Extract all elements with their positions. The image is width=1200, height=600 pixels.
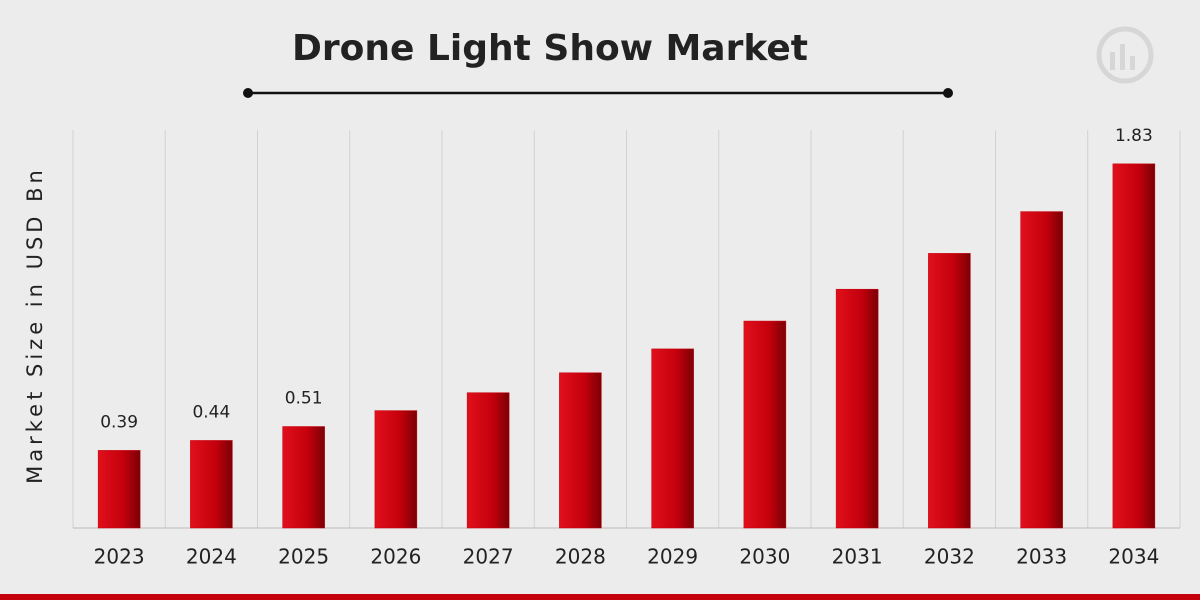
- bar: [835, 288, 879, 529]
- footer-bar: [0, 594, 1200, 600]
- data-label: 1.83: [1115, 126, 1153, 146]
- rule-dot: [943, 88, 953, 98]
- bar: [651, 348, 694, 529]
- data-label: 0.51: [285, 389, 323, 409]
- bar: [97, 450, 141, 529]
- x-tick-label: 2024: [186, 545, 237, 569]
- bar: [466, 392, 510, 529]
- x-tick-label: 2027: [463, 545, 514, 569]
- data-label: 0.44: [192, 402, 230, 422]
- bar: [374, 410, 418, 529]
- bar: [559, 372, 602, 529]
- data-label: 0.39: [100, 412, 138, 432]
- x-tick-label: 2030: [739, 545, 790, 569]
- x-tick-label: 2028: [555, 545, 606, 569]
- bar: [282, 426, 325, 529]
- x-tick-label: 2034: [1108, 545, 1159, 569]
- y-axis-label: Market Size in USD Bn: [23, 166, 47, 484]
- bar: [743, 320, 787, 529]
- x-tick-label: 2031: [832, 545, 883, 569]
- x-tick-label: 2023: [94, 545, 145, 569]
- x-tick-label: 2029: [647, 545, 698, 569]
- bar: [190, 440, 233, 529]
- x-tick-label: 2025: [278, 545, 329, 569]
- bar: [928, 253, 971, 529]
- x-tick-label: 2033: [1016, 545, 1067, 569]
- rule-dot: [243, 88, 253, 98]
- bar: [1020, 211, 1063, 529]
- x-tick-label: 2032: [924, 545, 975, 569]
- bar: [1112, 163, 1156, 529]
- chart-title: Drone Light Show Market: [292, 28, 808, 69]
- logo: [1096, 26, 1154, 84]
- x-tick-label: 2026: [370, 545, 421, 569]
